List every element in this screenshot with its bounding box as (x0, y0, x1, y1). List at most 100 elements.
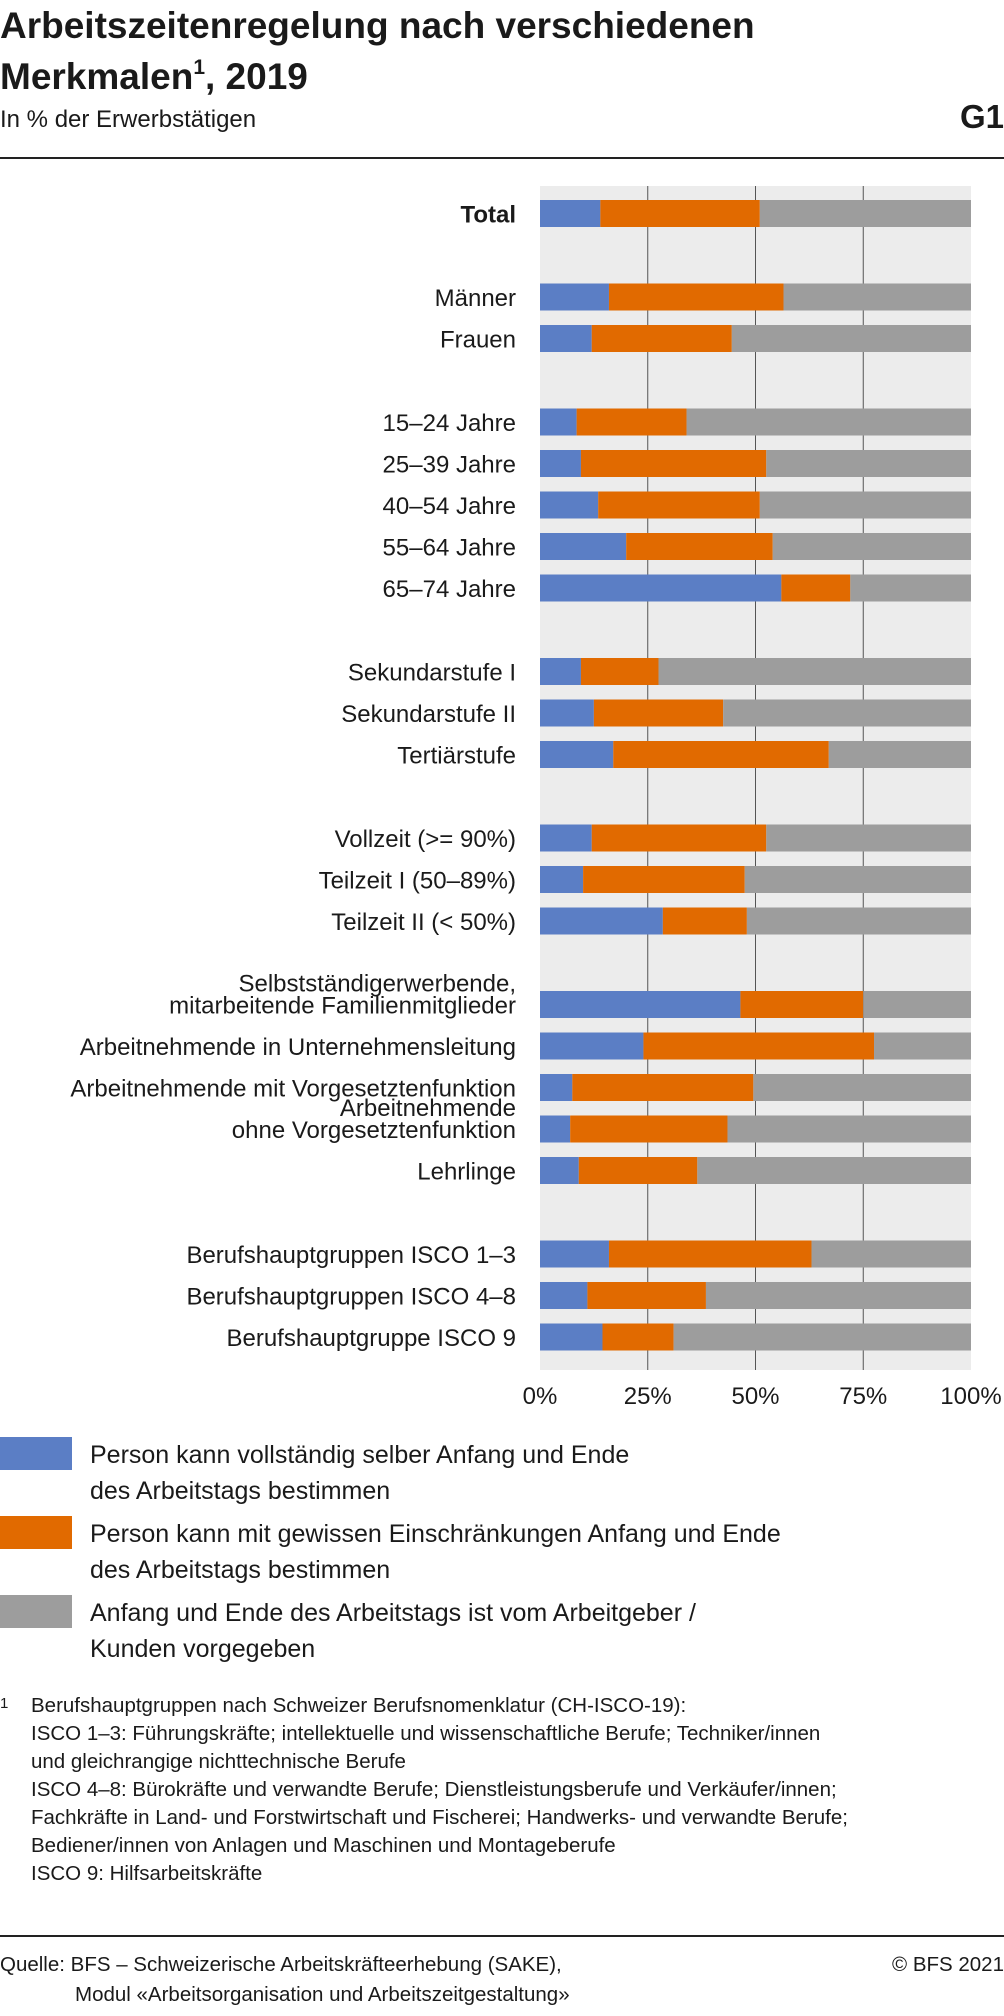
bar-segment-orange (580, 658, 659, 685)
bar-segment-blue (540, 574, 782, 602)
category-label: 55–64 Jahre (383, 535, 516, 562)
bar-segment-orange (602, 1323, 674, 1351)
bar-segment-blue (540, 450, 581, 477)
bar-segment-orange (580, 450, 767, 477)
bar-segment-gray (753, 1074, 971, 1101)
bar-segment-gray (727, 1115, 971, 1143)
footnote-line: Bediener/innen von Anlagen und Maschinen… (31, 1834, 616, 1857)
footnote-mark: 1 (0, 1695, 9, 1712)
bar-segment-blue (540, 907, 663, 935)
category-label: 65–74 Jahre (383, 576, 516, 603)
legend-label-line: Anfang und Ende des Arbeitstags ist vom … (90, 1599, 696, 1627)
bar-segment-gray (658, 658, 971, 685)
chart-subtitle: In % der Erwerbstätigen (0, 106, 257, 133)
title-text: Arbeitszeitenregelung nach verschiedenen… (0, 5, 755, 97)
category-label: Sekundarstufe II (341, 701, 516, 728)
footnote-line: Berufshauptgruppen nach Schweizer Berufs… (31, 1694, 687, 1717)
category-label: Berufshauptgruppe ISCO 9 (226, 1325, 516, 1352)
legend-swatch-blue (0, 1437, 72, 1470)
category-label: 40–54 Jahre (383, 493, 516, 520)
bar-segment-orange (591, 325, 732, 352)
bar-segment-blue (540, 991, 741, 1018)
legend-label-line: des Arbeitstags bestimmen (90, 1556, 391, 1584)
legend-label: Person kann mit gewissen Einschränkungen… (90, 1516, 781, 1588)
bar-segment-gray (697, 1157, 971, 1184)
bar-segment-orange (593, 699, 724, 727)
bar-segment-orange (781, 574, 851, 602)
legend-label-line: Person kann mit gewissen Einschränkungen… (90, 1520, 781, 1548)
bar-segment-gray (863, 991, 971, 1018)
bar-segment-blue (540, 283, 609, 311)
bottom-rule (0, 1935, 1004, 1937)
bar-segment-orange (591, 824, 767, 852)
bar-segment-gray (772, 533, 971, 560)
bar-segment-gray (783, 283, 971, 311)
category-label: Teilzeit II (< 50%) (331, 909, 516, 936)
bar-segment-orange (626, 533, 773, 560)
bar-segment-orange (608, 1240, 812, 1268)
bar-segment-blue (540, 658, 581, 685)
bar-segment-blue (540, 200, 601, 227)
bar-segment-blue (540, 408, 577, 436)
bar-segment-orange (662, 907, 747, 935)
bar-segment-gray (850, 574, 971, 602)
category-label: Lehrlinge (417, 1159, 516, 1186)
bar-segment-blue (540, 1282, 588, 1309)
bar-segment-gray (828, 741, 971, 768)
bar-segment-orange (598, 491, 760, 519)
category-label: Selbstständigerwerbende, (238, 971, 516, 998)
bar-segment-blue (540, 741, 614, 768)
bar-segment-blue (540, 1032, 644, 1060)
bar-segment-gray (705, 1282, 971, 1309)
legend-label: Person kann vollständig selber Anfang un… (90, 1437, 629, 1509)
footnote-line: ISCO 4–8: Bürokräfte und verwandte Beruf… (31, 1778, 837, 1801)
bar-segment-orange (570, 1115, 728, 1143)
bar-segment-blue (540, 325, 592, 352)
bar-segment-gray (766, 824, 971, 852)
bar-segment-orange (740, 991, 864, 1018)
legend-label-line: des Arbeitstags bestimmen (90, 1477, 391, 1505)
bar-segment-gray (874, 1032, 971, 1060)
bar-segment-orange (613, 741, 829, 768)
source-line: Quelle: BFS – Schweizerische Arbeitskräf… (0, 1953, 562, 1976)
x-tick-label: 0% (523, 1383, 558, 1410)
source-line: Modul «Arbeitsorganisation und Arbeitsze… (75, 1983, 570, 2006)
title-year: , 2019 (205, 56, 308, 97)
x-tick-label: 50% (731, 1383, 779, 1410)
x-tick-label: 100% (940, 1383, 1001, 1410)
figure-id: G1 (959, 98, 1004, 135)
legend-label-line: Person kann vollständig selber Anfang un… (90, 1441, 630, 1469)
category-label: 15–24 Jahre (383, 410, 516, 437)
bar-segment-orange (576, 408, 687, 436)
category-label: ohne Vorgesetztenfunktion (232, 1117, 516, 1144)
category-label: Frauen (440, 327, 516, 354)
category-label: Arbeitnehmende in Unternehmensleitung (80, 1034, 516, 1061)
bar-segment-gray (746, 907, 971, 935)
legend-swatch-orange (0, 1516, 72, 1549)
bar-segment-gray (686, 408, 971, 436)
bar-segment-gray (723, 699, 971, 727)
category-label: Männer (435, 285, 516, 312)
footnote-line: ISCO 9: Hilfsarbeitskräfte (31, 1862, 263, 1885)
bar-segment-orange (587, 1282, 706, 1309)
bar-segment-blue (540, 1074, 573, 1101)
category-label: Vollzeit (>= 90%) (335, 826, 516, 853)
category-label: Arbeitnehmende (340, 1095, 516, 1122)
category-label: 25–39 Jahre (383, 452, 516, 479)
source-note: Quelle: BFS – Schweizerische Arbeitskräf… (0, 1950, 570, 2010)
category-label: Sekundarstufe I (348, 660, 516, 687)
bar-segment-blue (540, 1323, 603, 1351)
category-label: Berufshauptgruppen ISCO 4–8 (186, 1284, 516, 1311)
bar-segment-orange (578, 1157, 698, 1184)
category-label: Berufshauptgruppen ISCO 1–3 (186, 1242, 516, 1269)
bar-segment-orange (600, 200, 760, 227)
copyright: © BFS 2021 (892, 1953, 1004, 1976)
legend-swatch-gray (0, 1595, 72, 1628)
bar-segment-blue (540, 533, 627, 560)
bar-segment-orange (572, 1074, 754, 1101)
chart-title: Arbeitszeitenregelung nach verschiedenen… (0, 0, 960, 108)
legend-label: Anfang und Ende des Arbeitstags ist vom … (90, 1595, 696, 1667)
top-rule (0, 157, 1004, 159)
title-footnote-mark: 1 (193, 56, 205, 79)
footnote-line: ISCO 1–3: Führungskräfte; intellektuelle… (31, 1722, 821, 1745)
